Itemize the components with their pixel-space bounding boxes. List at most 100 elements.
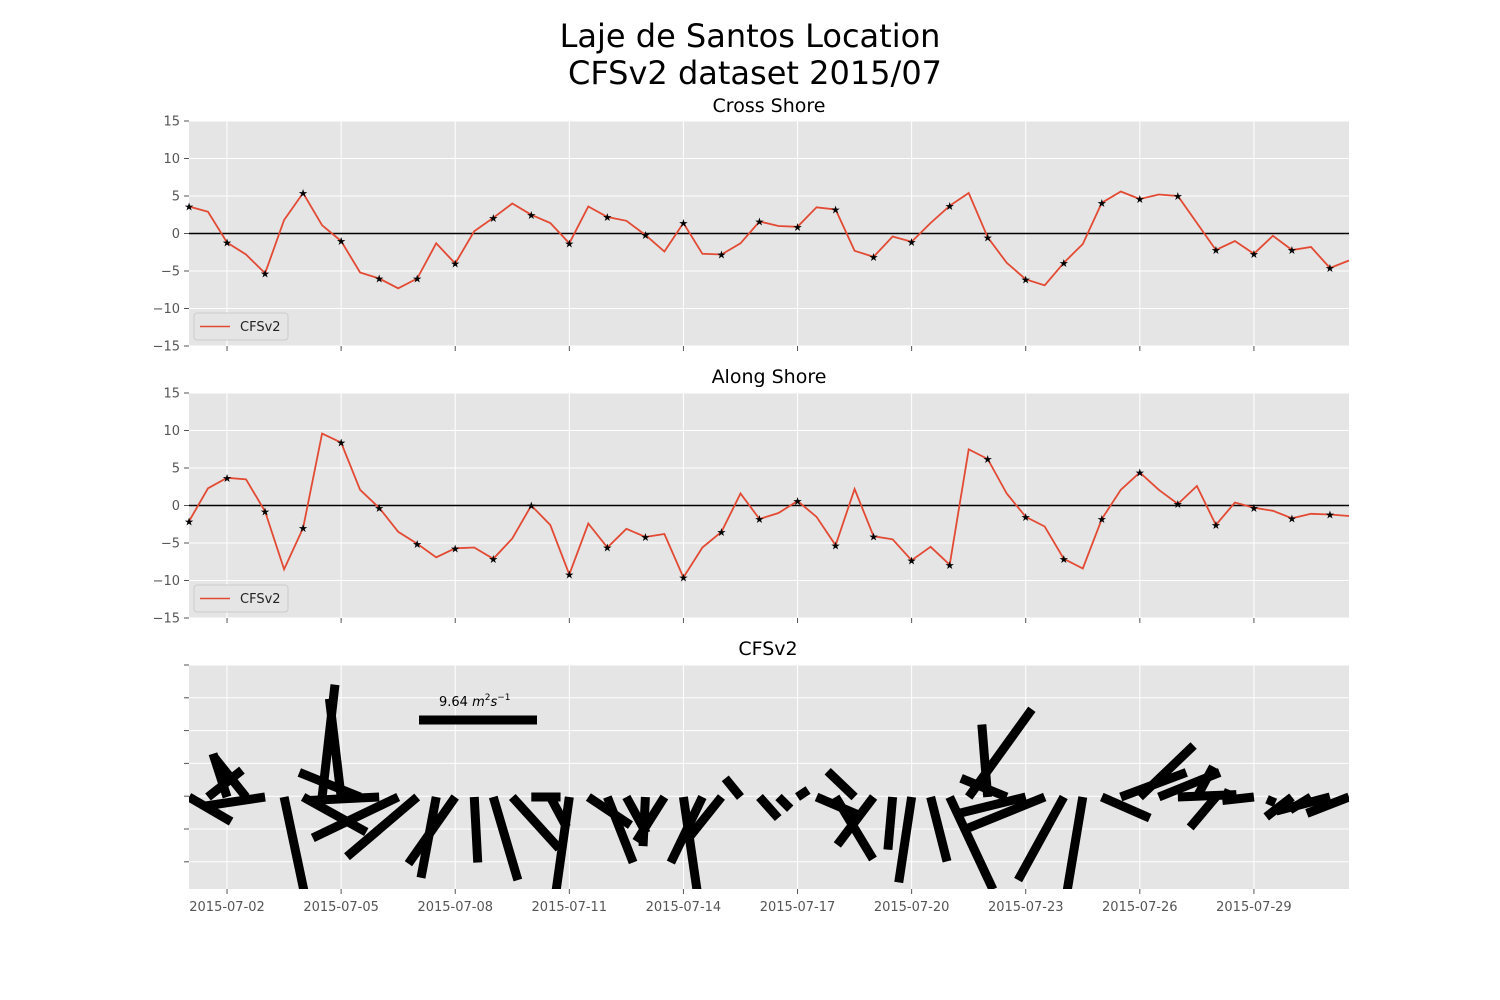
along-shore-title: Along Shore xyxy=(712,366,827,388)
series-marker: ★ xyxy=(1211,519,1221,532)
stick-vector xyxy=(685,794,725,841)
stick-vector xyxy=(962,792,1047,834)
stick-vector xyxy=(1275,792,1332,816)
y-tick-label: 0 xyxy=(172,227,180,242)
stick-vector xyxy=(632,794,669,844)
series-marker: ★ xyxy=(640,229,650,242)
series-marker: ★ xyxy=(1021,511,1031,524)
series-marker: ★ xyxy=(526,209,536,222)
series-marker: ★ xyxy=(336,437,346,450)
series-marker: ★ xyxy=(793,221,803,234)
along-shore-legend: CFSv2 xyxy=(193,584,289,613)
series-marker: ★ xyxy=(412,538,422,551)
series-marker: ★ xyxy=(1211,244,1221,257)
stick-vector xyxy=(795,786,811,801)
series-marker: ★ xyxy=(1173,498,1183,511)
along-shore-y-ticks: −15 −10 −5 0 5 10 15 xyxy=(153,387,189,627)
series-marker: ★ xyxy=(260,267,270,280)
cross-shore-legend-label: CFSv2 xyxy=(240,320,281,335)
along-shore-series: ★ ★ ★ ★ ★ ★ ★ ★ ★ ★ ★ ★ ★ ★ ★ ★ ★ ★ ★ ★ ★ ★ ★ ★ ★ ★ ★ ★ ★ ★ ★ xyxy=(184,432,1350,585)
stick-vector xyxy=(1265,795,1278,807)
y-tick-label: 5 xyxy=(172,190,180,205)
series-marker: ★ xyxy=(564,237,574,250)
x-tick-label: 2015-07-05 xyxy=(303,900,379,915)
series-marker: ★ xyxy=(336,235,346,248)
stick-vector xyxy=(488,795,523,882)
stick-vector xyxy=(551,796,574,889)
stick-group xyxy=(189,684,1349,889)
along-shore-legend-label: CFSv2 xyxy=(240,592,281,607)
series-marker: ★ xyxy=(1325,509,1335,522)
y-tick-label: 15 xyxy=(163,387,180,402)
series-marker: ★ xyxy=(755,216,765,229)
series-marker: ★ xyxy=(678,572,688,585)
stick-vector xyxy=(678,796,702,889)
cross-shore-legend-box xyxy=(193,312,289,341)
stick-vectors xyxy=(189,684,1349,889)
stick-vector xyxy=(344,793,421,861)
y-tick-label: 10 xyxy=(163,152,180,167)
series-marker: ★ xyxy=(450,258,460,271)
stick-vector xyxy=(959,774,1009,802)
series-marker: ★ xyxy=(640,531,650,544)
series-marker: ★ xyxy=(831,204,841,217)
scale-unit-s: s xyxy=(490,695,497,710)
stick-vector xyxy=(1186,794,1220,831)
stick-vector xyxy=(883,796,898,851)
scale-unit-m: m xyxy=(472,695,485,710)
series-marker: ★ xyxy=(907,554,917,567)
stick-plot-panel: CFSv2 2015-07-02 2015-07-05 2015-07-08 2015… xyxy=(184,638,1349,915)
series-marker: ★ xyxy=(298,187,308,200)
y-tick-label: −5 xyxy=(161,265,180,280)
scale-value: 9.64 xyxy=(439,695,472,710)
series-marker: ★ xyxy=(793,495,803,508)
y-tick-label: −15 xyxy=(153,612,180,627)
series-marker: ★ xyxy=(678,217,688,230)
x-tick-label: 2015-07-11 xyxy=(532,900,608,915)
cross-shore-title: Cross Shore xyxy=(713,95,826,117)
series-marker: ★ xyxy=(184,201,194,214)
cross-shore-series: ★ ★ ★ ★ ★ ★ ★ ★ ★ ★ ★ ★ ★ ★ ★ ★ ★ ★ ★ ★ ★ ★ ★ ★ ★ ★ ★ ★ ★ ★ ★ xyxy=(184,187,1350,290)
stick-vector xyxy=(508,793,563,852)
stick-plot-grid xyxy=(184,664,1349,889)
scale-unit-sup2: −1 xyxy=(497,693,510,703)
series-marker: ★ xyxy=(869,530,879,543)
series-marker: ★ xyxy=(1097,513,1107,526)
y-tick-label: 10 xyxy=(163,424,180,439)
series-marker: ★ xyxy=(412,273,422,286)
stick-vector xyxy=(666,795,707,865)
series-marker: ★ xyxy=(602,542,612,555)
series-marker: ★ xyxy=(1097,197,1107,210)
series-marker: ★ xyxy=(602,211,612,224)
stick-vector xyxy=(894,796,917,884)
y-tick-label: −10 xyxy=(153,574,180,589)
series-marker: ★ xyxy=(869,251,879,264)
series-marker: ★ xyxy=(907,236,917,249)
series-marker: ★ xyxy=(1135,467,1145,480)
series-marker: ★ xyxy=(831,539,841,552)
stick-vector xyxy=(1099,792,1152,823)
series-marker: ★ xyxy=(983,231,993,244)
stick-vector xyxy=(1305,792,1349,818)
stick-vector xyxy=(953,792,1027,819)
stick-plot-x-ticks: 2015-07-02 2015-07-05 2015-07-08 2015-07-11… xyxy=(189,889,1292,915)
stick-vector xyxy=(279,796,309,889)
series-marker: ★ xyxy=(184,515,194,528)
y-tick-label: −15 xyxy=(153,340,180,355)
series-marker: ★ xyxy=(755,513,765,526)
stick-vector xyxy=(404,794,459,867)
y-tick-label: −5 xyxy=(161,537,180,552)
series-marker: ★ xyxy=(564,569,574,582)
y-tick-label: 15 xyxy=(163,115,180,130)
series-marker: ★ xyxy=(1135,193,1145,206)
series-marker: ★ xyxy=(1173,190,1183,203)
y-tick-label: 5 xyxy=(172,462,180,477)
series-marker: ★ xyxy=(526,500,536,513)
cross-shore-legend: CFSv2 xyxy=(193,312,289,341)
series-line xyxy=(188,432,1350,580)
x-tick-label: 2015-07-23 xyxy=(988,900,1064,915)
series-line xyxy=(188,190,1350,290)
